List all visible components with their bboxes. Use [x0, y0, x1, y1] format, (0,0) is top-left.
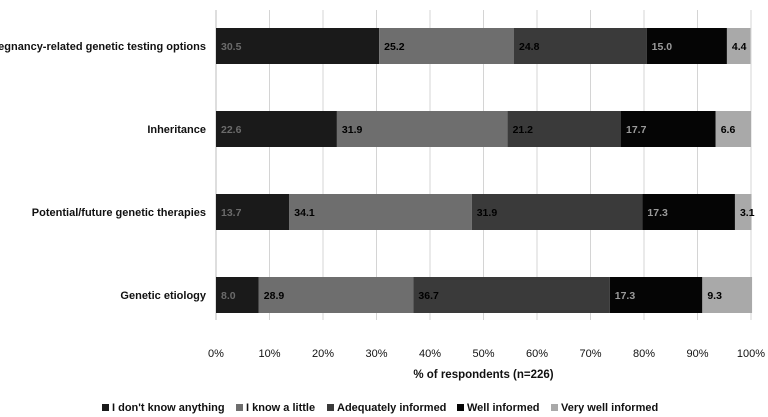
category-labels: Pregnancy-related genetic testing option… — [0, 41, 207, 302]
bar-0-0 — [216, 28, 380, 64]
bar-3-1 — [258, 277, 414, 313]
bar-1-2 — [507, 111, 621, 147]
legend-label-2: Adequately informed — [337, 402, 446, 414]
value-label-0-0: 30.5 — [221, 41, 242, 53]
bar-2-1 — [289, 194, 472, 230]
x-tick-4: 40% — [419, 348, 441, 360]
bar-2-0 — [216, 194, 290, 230]
x-tick-1: 10% — [258, 348, 280, 360]
value-label-2-3: 17.3 — [647, 207, 668, 219]
category-label-2: Potential/future genetic therapies — [32, 207, 206, 219]
bar-3-0 — [216, 277, 259, 313]
x-tick-labels: 0% 10% 20% 30% 40% 50% 60% 70% 80% 90% 100% — [208, 348, 765, 360]
legend-swatch-3 — [457, 404, 464, 411]
x-tick-2: 20% — [312, 348, 334, 360]
x-tick-10: 100% — [737, 348, 765, 360]
bar-1-3 — [620, 111, 716, 147]
legend-label-3: Well informed — [467, 402, 540, 414]
x-tick-7: 70% — [579, 348, 601, 360]
bar-1-4 — [715, 111, 751, 147]
bar-2-4 — [734, 194, 752, 230]
data-labels: 30.5 25.2 24.8 15.0 4.4 22.6 31.9 21.2 17.7 6.6 13… — [221, 41, 755, 302]
x-tick-8: 80% — [633, 348, 655, 360]
legend-swatch-1 — [236, 404, 243, 411]
legend: I don't know anything I know a little Adeq… — [102, 402, 658, 414]
value-label-3-0: 8.0 — [221, 290, 236, 302]
value-label-3-4: 9.3 — [707, 290, 722, 302]
x-tick-0: 0% — [208, 348, 224, 360]
bar-0-1 — [379, 28, 514, 64]
x-axis-title: % of respondents (n=226) — [413, 369, 553, 381]
category-label-1: Inheritance — [147, 124, 206, 136]
value-label-1-0: 22.6 — [221, 124, 242, 136]
value-label-1-3: 17.7 — [626, 124, 647, 136]
x-tick-9: 90% — [686, 348, 708, 360]
bar-3-4 — [702, 277, 753, 313]
bar-3-3 — [609, 277, 703, 313]
value-label-0-1: 25.2 — [384, 41, 405, 53]
legend-swatch-0 — [102, 404, 109, 411]
value-label-2-2: 31.9 — [477, 207, 498, 219]
value-label-1-4: 6.6 — [721, 124, 736, 136]
bar-3-2 — [413, 277, 610, 313]
value-label-3-2: 36.7 — [418, 290, 439, 302]
value-label-1-2: 21.2 — [513, 124, 534, 136]
value-label-2-4: 3.1 — [740, 207, 755, 219]
category-label-3: Genetic etiology — [120, 290, 206, 302]
bar-0-4 — [726, 28, 751, 64]
legend-label-4: Very well informed — [561, 402, 658, 414]
bar-0-2 — [513, 28, 647, 64]
category-label-0: Pregnancy-related genetic testing option… — [0, 41, 206, 53]
bars — [216, 28, 753, 313]
value-label-0-3: 15.0 — [652, 41, 673, 53]
value-label-0-4: 4.4 — [732, 41, 747, 53]
x-tick-3: 30% — [365, 348, 387, 360]
x-tick-6: 60% — [526, 348, 548, 360]
value-label-2-1: 34.1 — [294, 207, 315, 219]
value-label-1-1: 31.9 — [342, 124, 363, 136]
legend-label-1: I know a little — [246, 402, 315, 414]
legend-swatch-4 — [551, 404, 558, 411]
bar-0-3 — [646, 28, 727, 64]
value-label-2-0: 13.7 — [221, 207, 242, 219]
value-label-0-2: 24.8 — [519, 41, 540, 53]
bar-2-3 — [642, 194, 735, 230]
bar-1-0 — [216, 111, 337, 147]
legend-swatch-2 — [327, 404, 334, 411]
value-label-3-3: 17.3 — [615, 290, 636, 302]
value-label-3-1: 28.9 — [264, 290, 285, 302]
bar-1-1 — [336, 111, 508, 147]
x-tick-5: 50% — [472, 348, 494, 360]
bar-2-2 — [471, 194, 643, 230]
legend-label-0: I don't know anything — [112, 402, 225, 414]
